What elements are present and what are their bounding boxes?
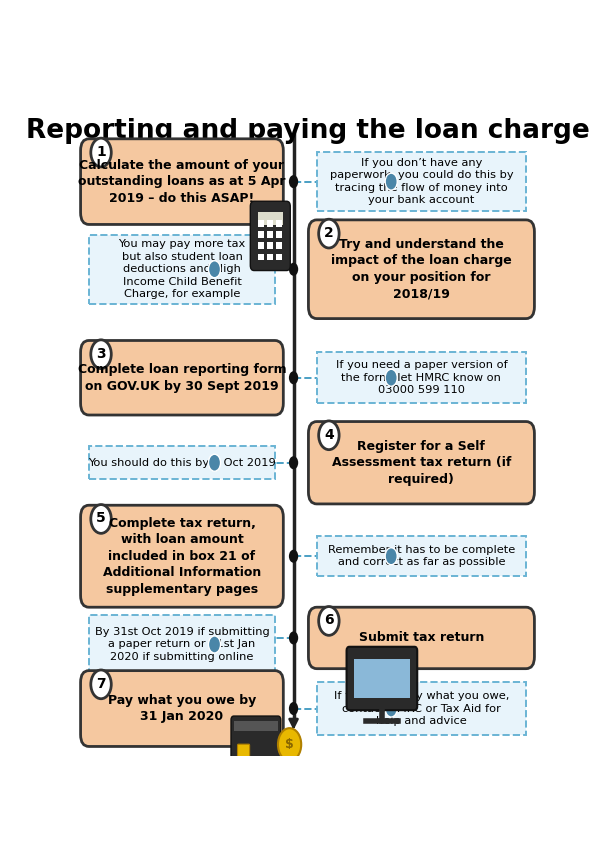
FancyBboxPatch shape bbox=[238, 745, 250, 758]
FancyBboxPatch shape bbox=[258, 211, 283, 225]
Circle shape bbox=[385, 173, 397, 190]
Text: 6: 6 bbox=[324, 613, 334, 627]
FancyBboxPatch shape bbox=[80, 671, 283, 746]
Circle shape bbox=[289, 632, 298, 644]
FancyBboxPatch shape bbox=[259, 220, 265, 227]
FancyBboxPatch shape bbox=[267, 220, 274, 227]
Circle shape bbox=[319, 219, 339, 248]
Text: 3: 3 bbox=[96, 346, 106, 361]
Text: Register for a Self
Assessment tax return (if
required): Register for a Self Assessment tax retur… bbox=[332, 440, 511, 486]
Text: Complete loan reporting form
on GOV.UK by 30 Sept 2019: Complete loan reporting form on GOV.UK b… bbox=[77, 363, 286, 392]
Text: If you can’t pay what you owe,
contact HMRC or Tax Aid for
help and advice: If you can’t pay what you owe, contact H… bbox=[334, 691, 509, 726]
FancyBboxPatch shape bbox=[259, 231, 265, 238]
Text: Submit tax return: Submit tax return bbox=[359, 632, 484, 644]
Circle shape bbox=[289, 549, 298, 563]
Circle shape bbox=[91, 138, 111, 167]
Text: 7: 7 bbox=[96, 677, 106, 691]
FancyBboxPatch shape bbox=[276, 220, 282, 227]
FancyBboxPatch shape bbox=[80, 340, 283, 415]
FancyBboxPatch shape bbox=[267, 254, 274, 260]
FancyBboxPatch shape bbox=[308, 220, 535, 318]
FancyBboxPatch shape bbox=[80, 505, 283, 607]
Circle shape bbox=[91, 340, 111, 368]
FancyBboxPatch shape bbox=[89, 235, 275, 304]
Text: Remember it has to be complete
and correct as far as possible: Remember it has to be complete and corre… bbox=[328, 545, 515, 567]
Circle shape bbox=[385, 548, 397, 565]
FancyBboxPatch shape bbox=[89, 447, 275, 479]
Text: 4: 4 bbox=[324, 428, 334, 441]
Text: Reporting and paying the loan charge: Reporting and paying the loan charge bbox=[26, 118, 589, 144]
Circle shape bbox=[278, 728, 301, 761]
Text: 1: 1 bbox=[96, 145, 106, 159]
Circle shape bbox=[385, 700, 397, 717]
FancyBboxPatch shape bbox=[267, 231, 274, 238]
Text: If you need a paper version of
the form, let HMRC know on
03000 599 110: If you need a paper version of the form,… bbox=[335, 360, 508, 395]
FancyBboxPatch shape bbox=[89, 615, 275, 674]
Circle shape bbox=[208, 636, 221, 653]
Text: 5: 5 bbox=[96, 511, 106, 526]
Circle shape bbox=[289, 371, 298, 385]
FancyBboxPatch shape bbox=[267, 243, 274, 249]
Text: If you don’t have any
paperwork, you could do this by
tracing the flow of money : If you don’t have any paperwork, you cou… bbox=[329, 158, 513, 205]
Circle shape bbox=[91, 504, 111, 533]
Circle shape bbox=[289, 262, 298, 276]
FancyBboxPatch shape bbox=[231, 716, 281, 767]
Text: Try and understand the
impact of the loan charge
on your position for
2018/19: Try and understand the impact of the loa… bbox=[331, 238, 512, 301]
Circle shape bbox=[319, 606, 339, 635]
Text: By 31st Oct 2019 if submitting
a paper return or 31st Jan
2020 if submitting onl: By 31st Oct 2019 if submitting a paper r… bbox=[95, 627, 269, 662]
FancyBboxPatch shape bbox=[276, 231, 282, 238]
FancyBboxPatch shape bbox=[80, 139, 283, 224]
Text: Calculate the amount of your
outstanding loans as at 5 Apr
2019 – do this ASAP!: Calculate the amount of your outstanding… bbox=[78, 159, 286, 205]
Text: Pay what you owe by
31 Jan 2020: Pay what you owe by 31 Jan 2020 bbox=[108, 694, 256, 723]
FancyBboxPatch shape bbox=[250, 201, 290, 271]
FancyBboxPatch shape bbox=[317, 152, 526, 211]
Circle shape bbox=[319, 421, 339, 450]
Text: $: $ bbox=[285, 738, 294, 751]
FancyBboxPatch shape bbox=[259, 254, 265, 260]
FancyBboxPatch shape bbox=[276, 254, 282, 260]
FancyBboxPatch shape bbox=[308, 607, 535, 669]
FancyBboxPatch shape bbox=[259, 243, 265, 249]
FancyBboxPatch shape bbox=[354, 659, 410, 699]
Circle shape bbox=[289, 456, 298, 469]
Text: You should do this by 5 Oct 2019: You should do this by 5 Oct 2019 bbox=[88, 458, 276, 468]
Text: Complete tax return,
with loan amount
included in box 21 of
Additional Informati: Complete tax return, with loan amount in… bbox=[103, 517, 261, 596]
FancyBboxPatch shape bbox=[317, 352, 526, 403]
Circle shape bbox=[91, 670, 111, 699]
FancyBboxPatch shape bbox=[317, 683, 526, 734]
FancyBboxPatch shape bbox=[234, 722, 278, 731]
Circle shape bbox=[208, 261, 221, 278]
FancyBboxPatch shape bbox=[317, 536, 526, 576]
FancyBboxPatch shape bbox=[276, 243, 282, 249]
Circle shape bbox=[289, 175, 298, 188]
Text: You may pay more tax
but also student loan
deductions and High
Income Child Bene: You may pay more tax but also student lo… bbox=[118, 239, 245, 299]
Circle shape bbox=[208, 454, 221, 471]
FancyBboxPatch shape bbox=[347, 647, 417, 710]
Circle shape bbox=[289, 702, 298, 715]
Text: 2: 2 bbox=[324, 226, 334, 240]
Circle shape bbox=[385, 369, 397, 386]
FancyBboxPatch shape bbox=[308, 422, 535, 504]
